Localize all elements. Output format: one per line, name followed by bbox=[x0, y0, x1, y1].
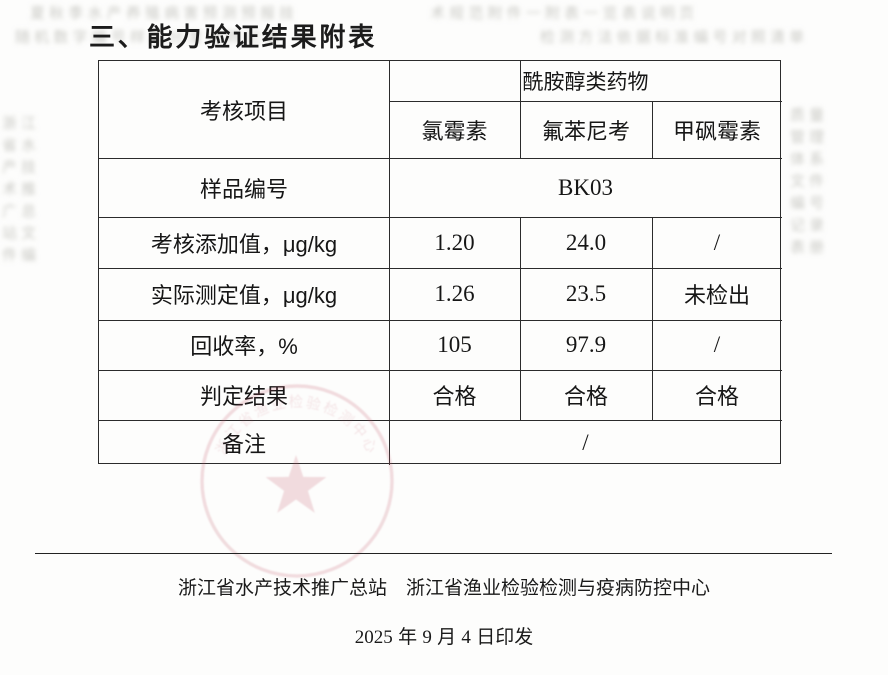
svg-text:件 编: 件 编 bbox=[2, 247, 36, 264]
svg-text:质 量: 质 量 bbox=[790, 107, 824, 124]
svg-text:术 推: 术 推 bbox=[2, 181, 36, 198]
svg-text:体 系: 体 系 bbox=[790, 151, 824, 168]
svg-text:术 规 范 附 件 一 附 表 一 览 表 说 明 页: 术 规 范 附 件 一 附 表 一 览 表 说 明 页 bbox=[430, 5, 694, 22]
svg-text:站 文: 站 文 bbox=[2, 225, 36, 242]
svg-text:广 总: 广 总 bbox=[2, 203, 36, 220]
svg-text:检 测 方 法 依 据 标 准 编 号 对 照 清 单: 检 测 方 法 依 据 标 准 编 号 对 照 清 单 bbox=[540, 29, 804, 46]
svg-text:管 理: 管 理 bbox=[790, 129, 824, 146]
svg-text:表 册: 表 册 bbox=[790, 239, 824, 256]
svg-text:省 水: 省 水 bbox=[2, 137, 36, 154]
svg-text:文 件: 文 件 bbox=[790, 173, 824, 190]
svg-text:编 号: 编 号 bbox=[790, 195, 824, 212]
svg-text:记 录: 记 录 bbox=[790, 217, 824, 234]
svg-text:浙 江: 浙 江 bbox=[2, 115, 36, 132]
svg-text:产 技: 产 技 bbox=[2, 159, 36, 176]
svg-text:浙江省渔业检验检测中心: 浙江省渔业检验检测中心 bbox=[213, 394, 381, 458]
